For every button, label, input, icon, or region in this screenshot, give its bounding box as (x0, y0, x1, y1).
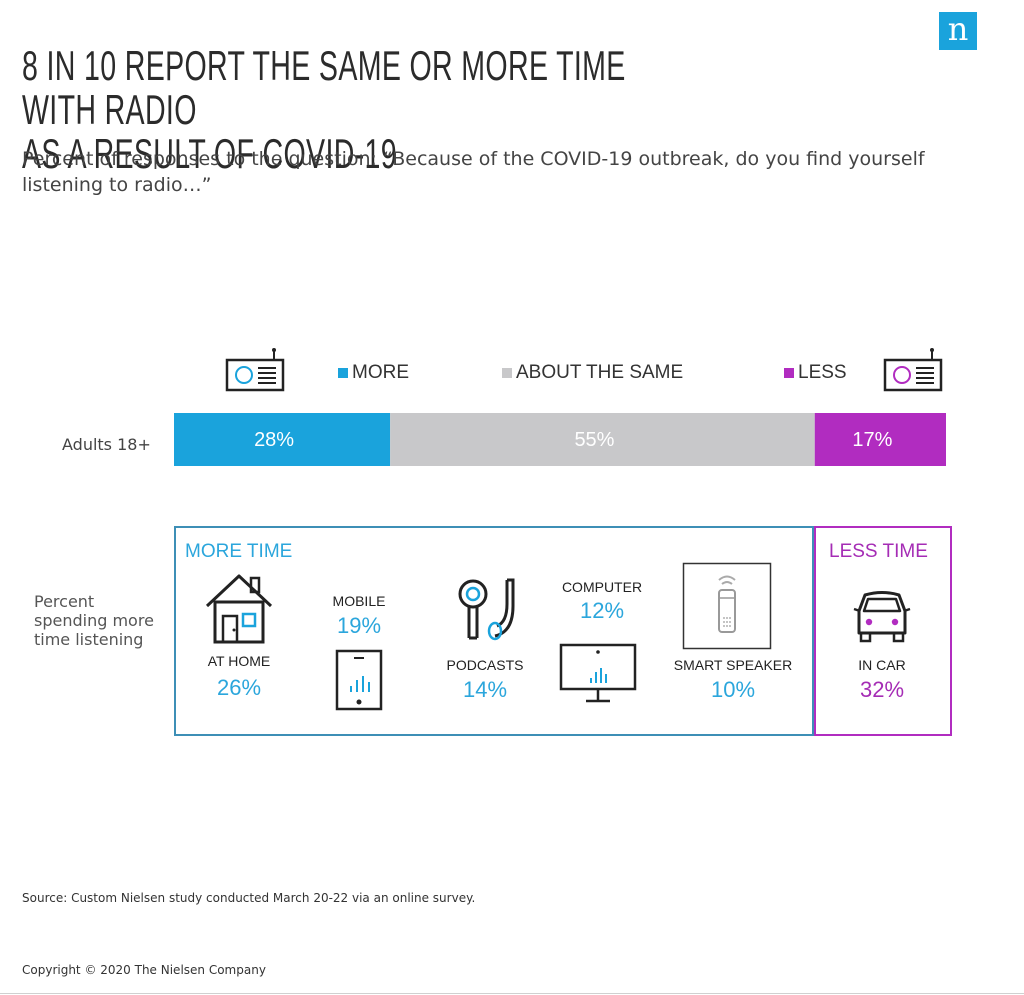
chart-subtitle: Percent of responses to the question: “B… (22, 148, 925, 196)
nielsen-logo: n (939, 12, 977, 50)
bar-label-same: 55% (574, 429, 614, 451)
source-note: Source: Custom Nielsen study conducted M… (22, 891, 476, 905)
item-value-computer: 12% (579, 598, 625, 623)
legend-label-same: ABOUT THE SAME (516, 362, 684, 383)
computer-monitor-icon (559, 643, 637, 703)
bar-segment-less (814, 413, 946, 466)
mobile-phone-icon (335, 649, 383, 711)
bottom-divider (0, 993, 1024, 994)
smart-speaker-icon (682, 562, 772, 650)
breakdown-row-label: Percent spending more time listening (34, 592, 154, 649)
legend-label-less: LESS (798, 362, 847, 383)
radio-icon-right (883, 348, 943, 392)
item-label-computer: COMPUTER (561, 579, 643, 595)
podcast-microphone-icon (458, 578, 515, 641)
legend-swatch-less (784, 368, 794, 378)
breakdown-row-label-line-1: Percent (34, 592, 95, 611)
item-label-mobile: MOBILE (332, 593, 386, 609)
bar-segment-more (174, 413, 391, 466)
item-label-podcasts: PODCASTS (446, 657, 524, 673)
legend-label-more: MORE (352, 362, 409, 383)
bar-label-less: 17% (852, 429, 892, 451)
item-label-in-car: IN CAR (858, 657, 906, 673)
item-value-at-home: 26% (216, 675, 262, 700)
copyright-note: Copyright © 2020 The Nielsen Company (22, 963, 266, 977)
breakdown-row-label-line-3: time listening (34, 630, 144, 649)
less-time-box (814, 526, 952, 736)
bar-segment-same (390, 413, 815, 466)
legend-less: LESS (784, 362, 847, 384)
legend-more: MORE (338, 362, 409, 384)
item-label-at-home: AT HOME (207, 653, 271, 669)
bar-label-more: 28% (254, 429, 294, 451)
item-value-in-car: 32% (859, 677, 905, 702)
legend-swatch-more (338, 368, 348, 378)
title-line-1: 8 IN 10 REPORT THE SAME OR MORE TIME WIT… (22, 42, 626, 133)
item-label-smart-speaker: SMART SPEAKER (673, 657, 793, 673)
house-icon (205, 574, 273, 644)
breakdown-row-label-line-2: spending more (34, 611, 154, 630)
item-value-mobile: 19% (336, 613, 382, 638)
title-line-2: AS A RESULT OF COVID-19 (22, 130, 397, 177)
less-time-title: LESS TIME (829, 541, 928, 562)
car-icon (853, 591, 911, 643)
more-time-title: MORE TIME (185, 541, 293, 562)
legend-swatch-same (502, 368, 512, 378)
legend-same: ABOUT THE SAME (502, 362, 683, 384)
radio-icon-left (225, 348, 285, 392)
bar-row-label: Adults 18+ (62, 435, 151, 454)
more-time-box (174, 526, 814, 736)
item-value-podcasts: 14% (462, 677, 508, 702)
chart-title: 8 IN 10 REPORT THE SAME OR MORE TIME WIT… (22, 44, 634, 176)
item-value-smart-speaker: 10% (710, 677, 756, 702)
